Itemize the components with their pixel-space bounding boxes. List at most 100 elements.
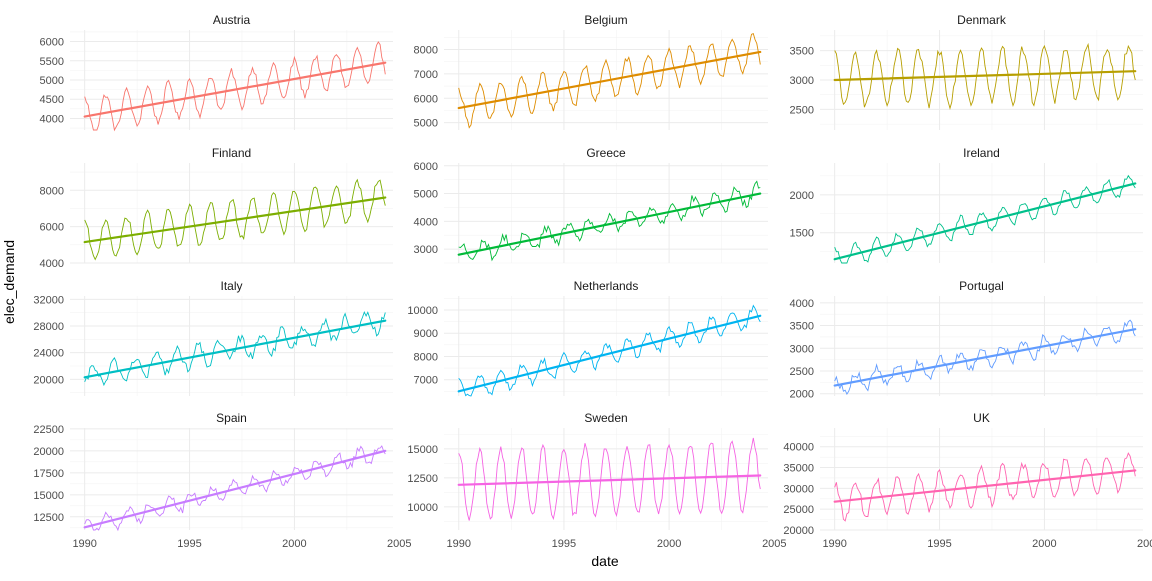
y-axis-title: elec_demand — [1, 240, 17, 324]
x-tick-label: 2005 — [387, 538, 411, 550]
y-tick-label: 3000 — [414, 244, 438, 256]
y-tick-label: 7000 — [414, 375, 438, 387]
series-line — [458, 33, 761, 129]
trend-line — [833, 70, 1137, 82]
x-tick-label: 2005 — [1137, 538, 1152, 550]
facet-spain: 12500 15000 17500 20000 22500 1990 1995 2000 200… — [33, 411, 411, 550]
y-tick-label: 4000 — [790, 298, 814, 310]
y-tick-label: 20000 — [783, 525, 814, 537]
facet-title: Spain — [216, 411, 247, 425]
x-tick-label: 1990 — [446, 538, 470, 550]
series-line — [458, 437, 761, 521]
y-tick-label: 5500 — [40, 56, 64, 68]
x-tick-label: 2000 — [657, 538, 681, 550]
trend-line — [833, 182, 1137, 261]
facet-denmark: 2500 3000 3500 Denmark — [790, 13, 1143, 130]
y-tick-label: 7000 — [414, 69, 438, 81]
y-tick-label: 6000 — [40, 37, 64, 49]
series-line — [834, 42, 1136, 110]
y-tick-label: 5000 — [414, 118, 438, 130]
trend-line — [83, 61, 387, 118]
y-tick-label: 2500 — [790, 366, 814, 378]
series-line — [458, 304, 761, 397]
y-tick-label: 4000 — [414, 216, 438, 228]
facet-ireland: 1500 2000 Ireland — [790, 146, 1143, 264]
trend-line — [833, 328, 1137, 387]
y-tick-label: 2000 — [790, 190, 814, 202]
y-tick-label: 8000 — [414, 351, 438, 363]
y-tick-label: 15000 — [33, 490, 64, 502]
facet-title: UK — [973, 411, 990, 425]
trend-line — [457, 314, 762, 393]
facet-panels: 4000 4500 5000 5500 6000 Austria 5000 6000 7000 8… — [33, 13, 1152, 550]
facet-title: Netherlands — [574, 279, 639, 293]
facet-sweden: 10000 12500 15000 1990 1995 2000 2005 Sweden — [407, 411, 786, 550]
y-tick-label: 4500 — [40, 94, 64, 106]
x-axis-title: date — [591, 553, 618, 569]
trend-line — [83, 449, 387, 529]
x-tick-label: 1995 — [552, 538, 576, 550]
series-line — [84, 311, 386, 387]
trend-line — [83, 319, 387, 379]
y-tick-label: 32000 — [33, 294, 64, 306]
facet-uk: 20000 25000 30000 35000 40000 1990 1995 2000 200… — [783, 411, 1152, 550]
x-tick-label: 2000 — [1032, 538, 1056, 550]
series-line — [834, 452, 1136, 522]
y-tick-label: 3000 — [790, 343, 814, 355]
x-tick-label: 2000 — [282, 538, 306, 550]
x-tick-label: 1995 — [177, 538, 201, 550]
facet-title: Portugal — [959, 279, 1004, 293]
y-tick-label: 28000 — [33, 321, 64, 333]
facet-greece: 3000 4000 5000 6000 Greece — [414, 146, 768, 264]
trend-line — [83, 196, 387, 244]
y-tick-label: 9000 — [414, 328, 438, 340]
facet-belgium: 5000 6000 7000 8000 Belgium — [414, 13, 768, 130]
y-tick-label: 24000 — [33, 348, 64, 360]
y-tick-label: 1500 — [790, 228, 814, 240]
y-tick-label: 4000 — [40, 258, 64, 270]
trend-line — [457, 192, 762, 256]
facet-austria: 4000 4500 5000 5500 6000 Austria — [40, 13, 393, 132]
y-tick-label: 6000 — [414, 93, 438, 105]
x-tick-label: 1990 — [72, 538, 96, 550]
facet-title: Italy — [220, 279, 242, 293]
y-tick-label: 8000 — [40, 185, 64, 197]
facet-title: Sweden — [584, 411, 627, 425]
facet-italy: 20000 24000 28000 32000 Italy — [33, 279, 393, 396]
trend-line — [457, 474, 762, 486]
series-line — [834, 319, 1136, 396]
y-tick-label: 2500 — [790, 104, 814, 116]
y-tick-label: 12500 — [33, 512, 64, 524]
y-tick-label: 17500 — [33, 468, 64, 480]
facet-title: Belgium — [584, 13, 627, 27]
facet-title: Finland — [212, 146, 251, 160]
y-tick-label: 12500 — [407, 473, 438, 485]
facet-title: Greece — [586, 146, 626, 160]
trend-line — [457, 50, 762, 110]
y-tick-label: 30000 — [783, 483, 814, 495]
y-tick-label: 8000 — [414, 45, 438, 57]
facet-title: Austria — [213, 13, 251, 27]
y-tick-label: 5000 — [40, 75, 64, 87]
y-tick-label: 15000 — [407, 444, 438, 456]
y-tick-label: 3000 — [790, 75, 814, 87]
y-tick-label: 20000 — [33, 374, 64, 386]
y-tick-label: 6000 — [414, 161, 438, 173]
y-tick-label: 35000 — [783, 463, 814, 475]
facet-title: Denmark — [957, 13, 1007, 27]
y-tick-label: 20000 — [33, 446, 64, 458]
y-tick-label: 3500 — [790, 321, 814, 333]
y-tick-label: 6000 — [40, 222, 64, 234]
facet-netherlands: 7000 8000 9000 10000 Netherlands — [407, 279, 768, 397]
y-tick-label: 2000 — [790, 389, 814, 401]
y-tick-label: 25000 — [783, 504, 814, 516]
y-tick-label: 3500 — [790, 46, 814, 58]
y-tick-label: 5000 — [414, 189, 438, 201]
y-tick-label: 10000 — [407, 305, 438, 317]
x-tick-label: 1990 — [822, 538, 846, 550]
y-tick-label: 22500 — [33, 424, 64, 436]
series-line — [834, 174, 1136, 264]
series-line — [84, 41, 386, 132]
facet-title: Ireland — [963, 146, 1000, 160]
